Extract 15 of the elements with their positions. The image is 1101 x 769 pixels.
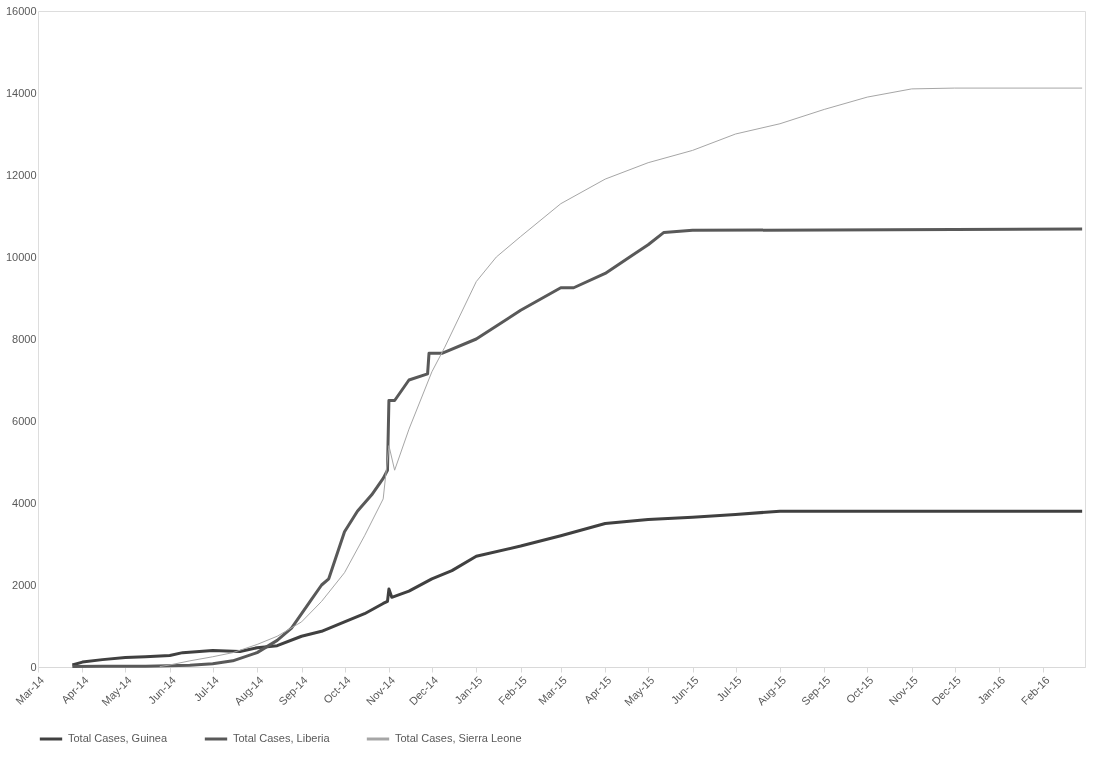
- y-tick-label: 14000: [5, 86, 37, 99]
- legend-label: Total Cases, Sierra Leone: [395, 732, 522, 744]
- line-series: [159, 87, 1083, 668]
- line-series: [70, 509, 1084, 667]
- y-tick-label: 16000: [5, 4, 37, 17]
- y-tick-label: 10000: [5, 250, 37, 263]
- legend-label: Total Cases, Liberia: [233, 732, 331, 744]
- legend-label: Total Cases, Guinea: [68, 732, 168, 744]
- y-tick-label: 12000: [5, 168, 37, 181]
- line-series: [70, 227, 1084, 669]
- y-tick-label: 6000: [12, 414, 37, 427]
- y-tick-label: 8000: [12, 332, 37, 345]
- y-tick-label: 4000: [12, 496, 37, 509]
- y-tick-label: 2000: [12, 578, 37, 591]
- y-tick-label: 0: [30, 660, 37, 673]
